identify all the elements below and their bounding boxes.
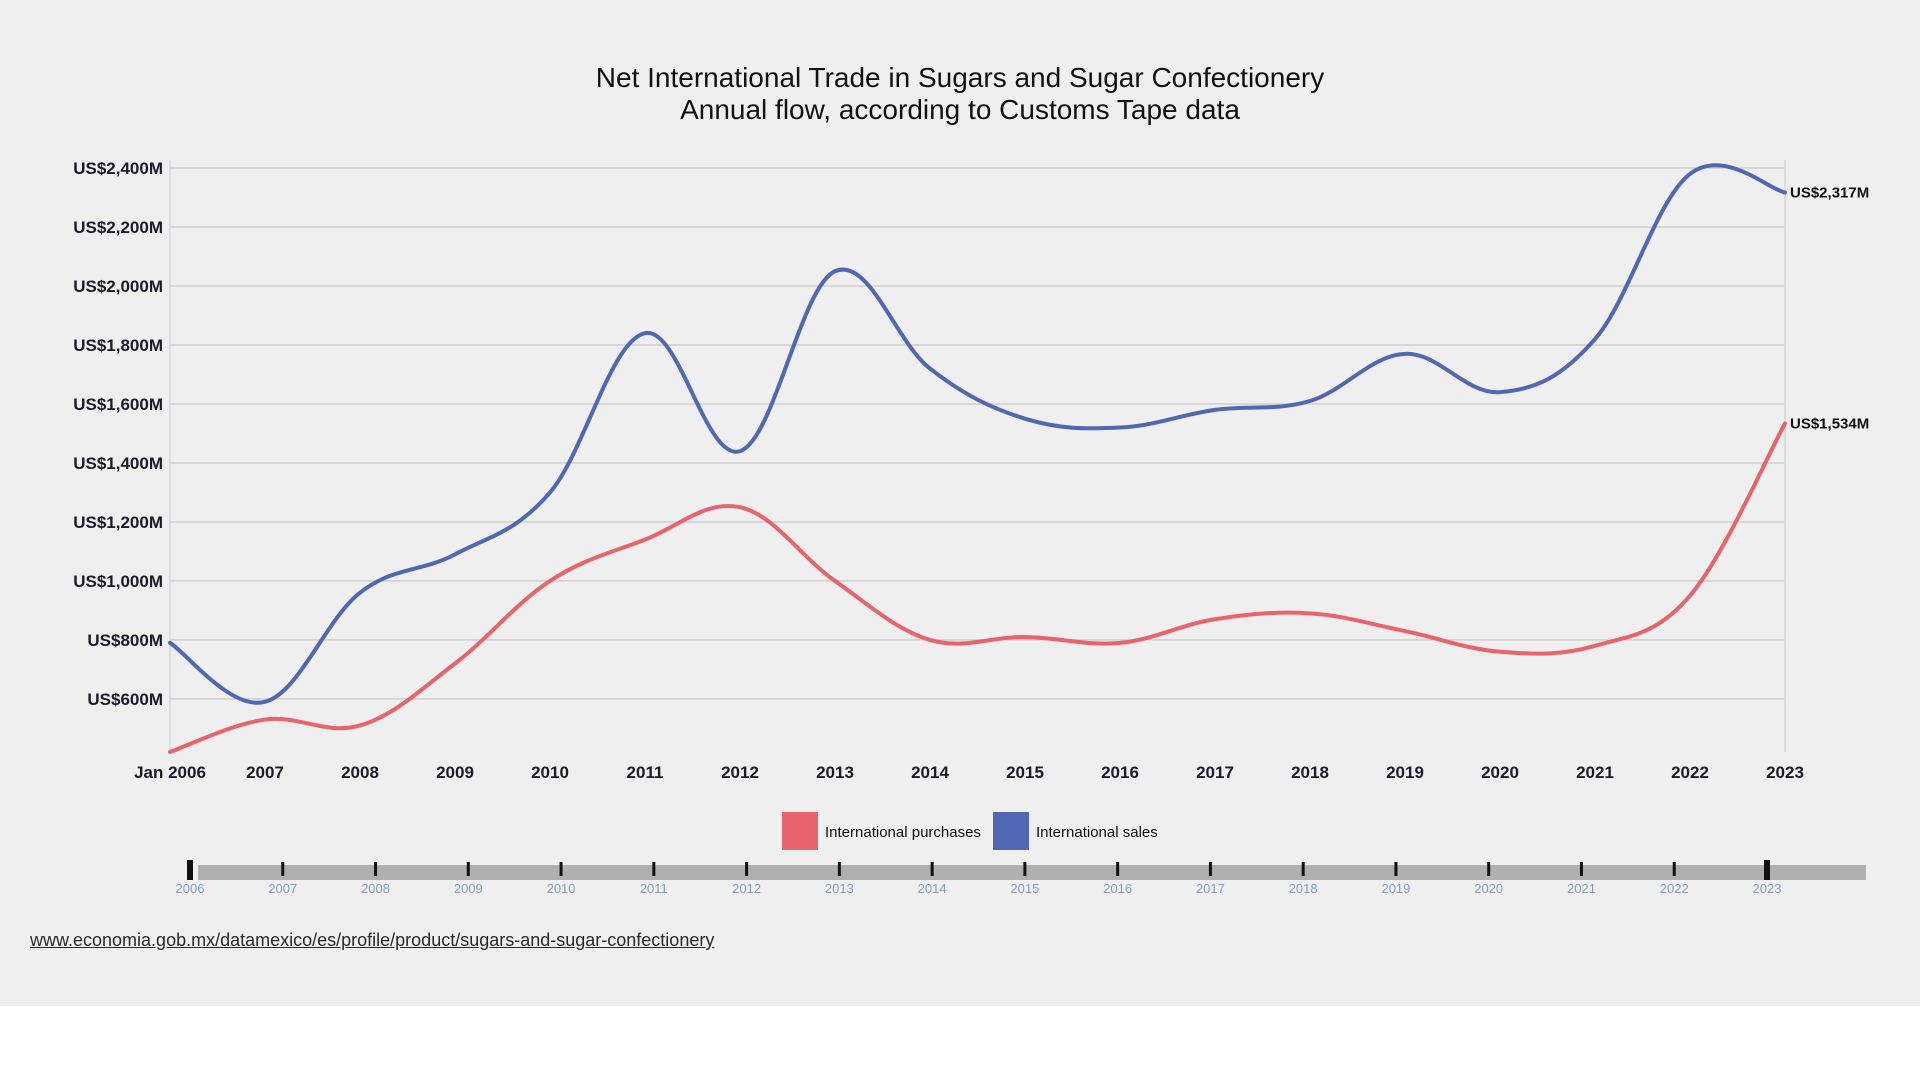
x-tick-label: 2009 [436,763,474,782]
timeline-start-handle[interactable] [187,860,193,880]
x-tick-label: 2015 [1006,763,1044,782]
legend-swatch [782,812,818,850]
y-tick-label: US$600M [87,690,163,709]
x-tick-label: 2014 [911,763,949,782]
x-tick-label: 2010 [531,763,569,782]
chart-title: Net International Trade in Sugars and Su… [596,62,1324,93]
x-tick-label: 2021 [1576,763,1614,782]
timeline-year-label: 2022 [1660,881,1689,896]
timeline-year-label: 2008 [361,881,390,896]
timeline-year-label: 2017 [1196,881,1225,896]
x-tick-label: 2007 [246,763,284,782]
x-tick-label: 2022 [1671,763,1709,782]
timeline-year-label: 2015 [1010,881,1039,896]
x-tick-label: 2008 [341,763,379,782]
series-line-purchases [168,421,1787,754]
y-tick-label: US$800M [87,631,163,650]
timeline-year-label: 2018 [1289,881,1318,896]
x-tick-label: 2012 [721,763,759,782]
timeline-year-label: 2012 [732,881,761,896]
x-tick-label: 2016 [1101,763,1139,782]
timeline-year-label: 2014 [918,881,947,896]
y-tick-label: US$1,400M [73,454,163,473]
x-tick-label: 2023 [1766,763,1804,782]
y-tick-label: US$1,200M [73,513,163,532]
timeline-year-label: 2010 [547,881,576,896]
timeline-year-label: 2016 [1103,881,1132,896]
timeline-end-handle[interactable] [1764,860,1770,880]
timeline-year-label: 2007 [268,881,297,896]
timeline-year-label: 2013 [825,881,854,896]
x-tick-label: 2018 [1291,763,1329,782]
timeline-year-label: 2023 [1753,881,1782,896]
timeline-track [198,865,1866,880]
legend-swatch [993,812,1029,850]
timeline-year-label: 2021 [1567,881,1596,896]
legend-label: International purchases [825,824,981,841]
y-tick-label: US$2,000M [73,277,163,296]
timeline-year-label: 2020 [1474,881,1503,896]
x-tick-label: 2019 [1386,763,1424,782]
series-line-sales [168,163,1787,705]
source-link[interactable]: www.economia.gob.mx/datamexico/es/profil… [30,930,715,950]
series-end-label: US$2,317M [1790,184,1869,201]
x-tick-label: 2013 [816,763,854,782]
y-tick-label: US$2,200M [73,218,163,237]
line-chart: Net International Trade in Sugars and Su… [73,62,1869,896]
legend-label: International sales [1036,824,1158,841]
chart-subtitle: Annual flow, according to Customs Tape d… [680,94,1240,125]
x-tick-label: 2011 [627,763,664,782]
y-tick-label: US$1,800M [73,336,163,355]
timeline-year-label: 2011 [640,881,668,896]
y-tick-label: US$1,600M [73,395,163,414]
series-end-label: US$1,534M [1790,415,1869,432]
y-tick-label: US$2,400M [73,159,163,178]
timeline-year-label: 2019 [1381,881,1410,896]
x-tick-label: 2017 [1196,763,1234,782]
x-tick-label: 2020 [1481,763,1519,782]
timeline-year-label: 2009 [454,881,483,896]
y-tick-label: US$1,000M [73,572,163,591]
timeline-year-label: 2006 [176,881,205,896]
x-tick-label: Jan 2006 [134,763,206,782]
